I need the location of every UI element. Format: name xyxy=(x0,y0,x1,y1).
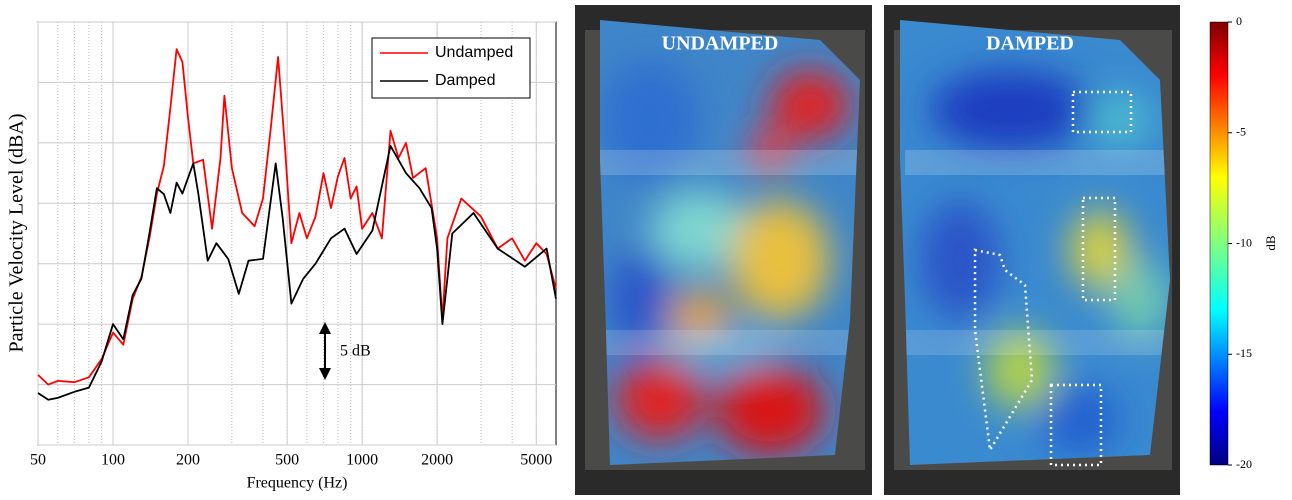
heatmap-undamped: UNDAMPED xyxy=(575,5,872,495)
legend-label: Damped xyxy=(435,72,495,89)
colorbar-tick-label: -15 xyxy=(1236,346,1252,360)
colorbar-label: dB xyxy=(1263,235,1278,251)
legend: Undamped Damped xyxy=(371,37,531,99)
legend-label: Undamped xyxy=(435,44,513,61)
x-tick-label: 100 xyxy=(101,452,125,469)
x-tick-label: 50 xyxy=(30,452,46,469)
heatmap-damped: DAMPED xyxy=(884,5,1180,495)
colorbar xyxy=(1209,21,1229,466)
x-tick-label: 500 xyxy=(275,452,299,469)
x-axis-label: Frequency (Hz) xyxy=(247,475,348,492)
colorbar-tick-label: -20 xyxy=(1236,457,1252,471)
scale-arrow xyxy=(319,322,331,380)
colorbar-tick-label: -5 xyxy=(1236,125,1246,139)
panel-title: UNDAMPED xyxy=(662,33,779,55)
x-tick-label: 1000 xyxy=(346,452,378,469)
y-axis-label: Particle Velocity Level (dBA) xyxy=(6,113,28,352)
panel-title: DAMPED xyxy=(986,33,1074,55)
x-tick-label: 5000 xyxy=(520,452,552,469)
x-tick-label: 200 xyxy=(176,452,200,469)
annotation: 5 dB xyxy=(340,343,371,360)
series-line xyxy=(37,145,557,401)
colorbar-tick-label: -10 xyxy=(1236,235,1252,249)
colorbar-tick-label: 0 xyxy=(1236,14,1242,28)
x-tick-label: 2000 xyxy=(421,452,453,469)
